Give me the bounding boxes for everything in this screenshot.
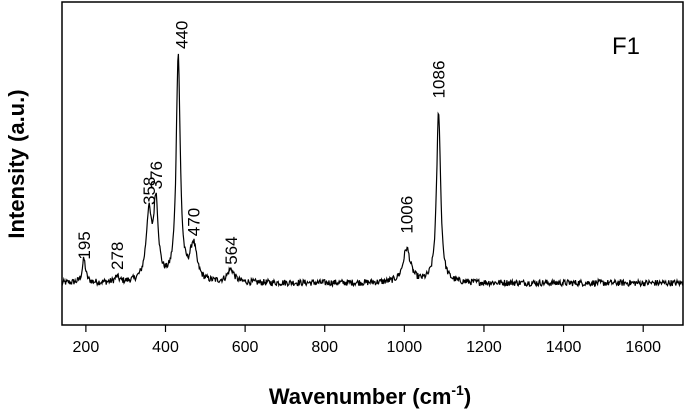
peak-label: 440	[172, 21, 191, 49]
x-axis-ticks	[85, 325, 644, 332]
peak-label: 1006	[398, 196, 417, 234]
peak-label: 195	[75, 231, 94, 259]
x-tick-label: 200	[73, 339, 100, 356]
x-tick-label: 1200	[466, 339, 502, 356]
x-tick-label: 1600	[625, 339, 661, 356]
x-tick-label: 400	[152, 339, 179, 356]
peak-label: 358	[140, 177, 159, 205]
x-tick-label: 1400	[546, 339, 582, 356]
x-tick-label: 800	[311, 339, 338, 356]
plot-frame	[61, 1, 684, 326]
x-axis-tick-labels: 200 400 600 800 1000 1200 1400 1600	[73, 339, 662, 356]
spectrum-line	[61, 53, 684, 288]
panel-label: F1	[612, 33, 640, 60]
peak-label: 1086	[430, 61, 449, 99]
peak-label: 470	[184, 208, 203, 236]
x-tick-label: 600	[232, 339, 259, 356]
x-axis-title: Wavenumber (cm-1)	[269, 382, 471, 409]
peak-label: 278	[108, 242, 127, 270]
peak-label: 564	[222, 236, 241, 264]
y-axis-title: Intensity (a.u.)	[4, 89, 29, 238]
x-axis-title-main: Wavenumber (cm	[269, 384, 452, 409]
x-axis-title-suffix: )	[464, 384, 471, 409]
x-tick-label: 1000	[387, 339, 423, 356]
peak-label: 376	[147, 161, 166, 189]
x-axis-title-superscript: -1	[451, 382, 464, 398]
